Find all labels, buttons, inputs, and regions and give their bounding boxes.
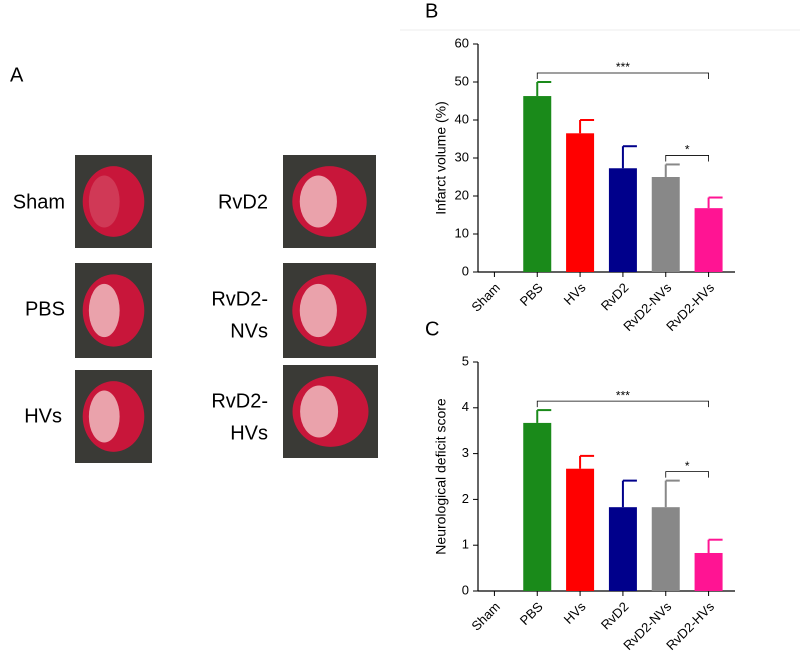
y-tick-label: 30 <box>455 149 469 164</box>
photo-label: NVs <box>230 320 268 342</box>
photo-label: HVs <box>24 405 62 427</box>
brain-slice <box>82 166 145 237</box>
error-bar <box>621 145 637 169</box>
photo-label: RvD2- <box>211 390 268 412</box>
significance-label: * <box>685 143 690 157</box>
y-tick-label: 3 <box>462 445 469 460</box>
panel-label: C <box>425 318 439 340</box>
y-tick-label: 10 <box>455 225 469 240</box>
infarct-region <box>299 175 337 228</box>
y-tick-label: 0 <box>462 263 469 278</box>
y-tick-label: 2 <box>462 491 469 506</box>
y-tick-label: 0 <box>462 582 469 597</box>
panel-label: A <box>10 64 24 86</box>
significance-label: *** <box>616 60 630 74</box>
x-tick-label: HVs <box>561 280 589 308</box>
bar <box>651 507 680 591</box>
error-bar <box>621 479 637 508</box>
infarct-region <box>300 385 339 438</box>
error-bar <box>664 163 680 177</box>
bar <box>523 422 552 591</box>
y-tick-label: 4 <box>462 399 469 414</box>
x-tick-label: PBS <box>517 599 546 628</box>
significance-bracket <box>536 72 709 79</box>
photo-label: PBS <box>25 298 65 320</box>
y-tick-label: 50 <box>455 73 469 88</box>
panel-label: B <box>425 0 438 22</box>
infarct-region <box>299 283 337 338</box>
photo-label: RvD2 <box>218 191 268 213</box>
significance-bracket <box>536 400 709 408</box>
bar <box>694 552 723 591</box>
x-tick-label: RvD2 <box>598 280 632 314</box>
bar <box>523 96 552 272</box>
y-tick-label: 20 <box>455 187 469 202</box>
bar <box>651 177 680 272</box>
bar <box>608 507 637 591</box>
x-tick-label: PBS <box>517 280 546 309</box>
photo-label: HVs <box>230 422 268 444</box>
infarct-region <box>88 175 120 228</box>
y-tick-label: 1 <box>462 537 469 552</box>
error-bar <box>579 119 595 134</box>
bar <box>694 208 723 272</box>
infarct-region <box>88 283 120 338</box>
infarct-region <box>88 390 120 443</box>
significance-label: * <box>685 459 690 473</box>
y-axis-label: Infarct volume (%) <box>433 101 449 215</box>
error-bar <box>707 196 723 209</box>
y-tick-label: 40 <box>455 111 469 126</box>
x-tick-label: Sham <box>468 599 503 634</box>
error-bar <box>536 409 552 423</box>
y-tick-label: 60 <box>455 35 469 50</box>
photo-label: Sham <box>13 191 65 213</box>
significance-label: *** <box>616 388 630 402</box>
error-bar <box>664 479 680 508</box>
significance-bracket <box>665 155 709 162</box>
x-tick-label: RvD2 <box>598 599 632 633</box>
error-bar <box>536 81 552 97</box>
significance-bracket <box>665 471 709 478</box>
bar <box>566 468 595 591</box>
x-tick-label: HVs <box>561 599 589 627</box>
y-axis-label: Neurological deficit score <box>433 398 449 555</box>
x-tick-label: Sham <box>468 280 503 315</box>
bar <box>566 133 595 272</box>
photo-label: RvD2- <box>211 288 268 310</box>
error-bar <box>707 538 723 553</box>
y-tick-label: 5 <box>462 353 469 368</box>
error-bar <box>579 454 595 469</box>
bar <box>608 168 637 272</box>
